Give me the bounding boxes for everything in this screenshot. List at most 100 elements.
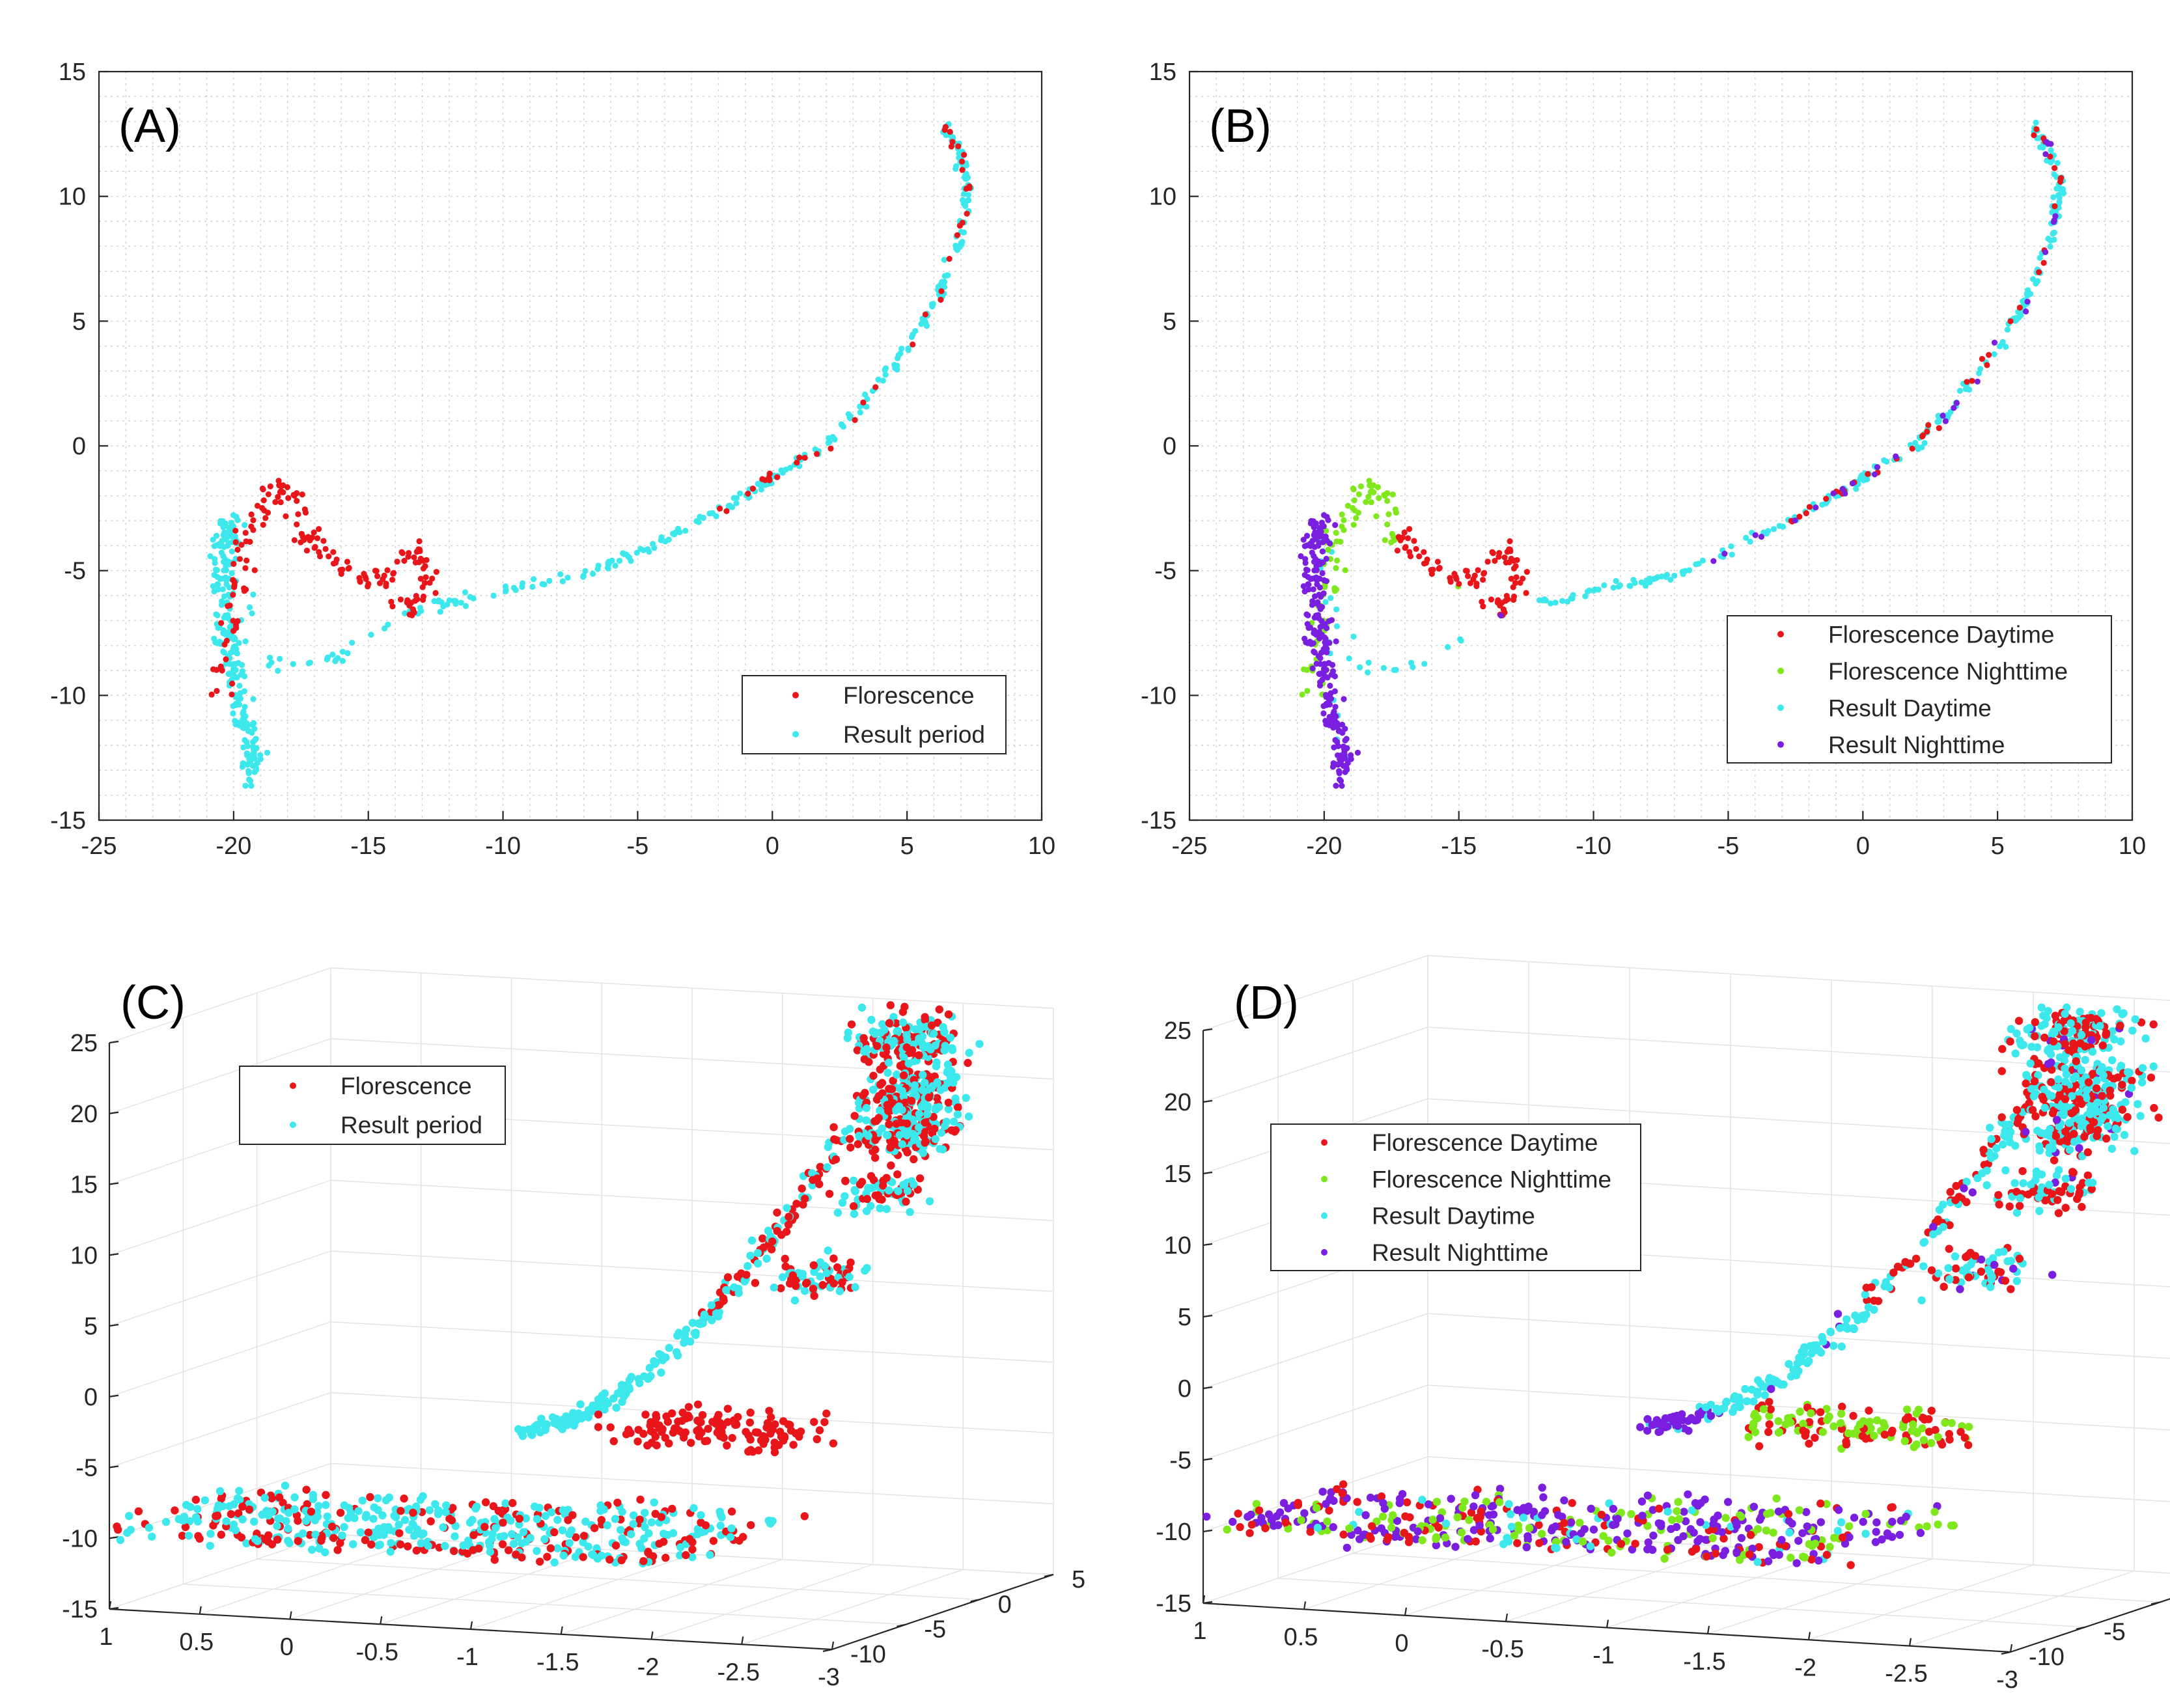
data-point (1701, 1536, 1710, 1544)
data-point (535, 1504, 544, 1512)
data-point (611, 1541, 620, 1550)
data-point (235, 1495, 244, 1504)
x-tick-label: 0 (280, 1634, 294, 1661)
data-point (762, 1254, 771, 1263)
data-point (1674, 1498, 1682, 1506)
data-point (1909, 445, 1915, 452)
data-point (2037, 1003, 2046, 1012)
data-point (358, 1496, 367, 1505)
x-tick-mark (741, 1636, 744, 1645)
data-point (1742, 1397, 1751, 1405)
data-point (1421, 560, 1428, 567)
data-point (605, 1555, 614, 1564)
y-tick-mark (822, 1648, 833, 1653)
data-point (1732, 1548, 1741, 1556)
data-point (1934, 1520, 1942, 1529)
x-tick-label: -3 (818, 1664, 840, 1691)
data-point (320, 1548, 329, 1556)
data-point (1457, 636, 1464, 642)
data-point (847, 413, 854, 419)
data-point (209, 1521, 217, 1530)
data-point (870, 1153, 880, 1162)
data-point (361, 1536, 370, 1545)
data-point (1807, 1555, 1816, 1564)
data-point (2040, 260, 2047, 266)
data-point (902, 1197, 910, 1206)
data-point (650, 1498, 658, 1507)
data-point (2028, 1106, 2037, 1114)
data-point (1315, 612, 1322, 618)
data-point (113, 1525, 122, 1534)
data-point (264, 1531, 273, 1539)
data-point (447, 1516, 456, 1524)
legend-marker (1321, 1248, 1328, 1256)
data-point (1538, 1511, 1546, 1519)
data-point (1367, 489, 1374, 495)
data-point (749, 486, 757, 492)
data-point (1404, 535, 1412, 542)
data-point (1895, 1530, 1904, 1539)
data-point (2012, 1106, 2022, 1114)
data-point (947, 128, 953, 135)
data-point (1837, 1518, 1846, 1526)
data-point (1568, 1498, 1576, 1508)
data-point (512, 586, 519, 594)
data-point (1643, 1491, 1652, 1500)
data-point (1497, 613, 1504, 619)
data-point (2050, 194, 2057, 200)
data-point (238, 1515, 247, 1524)
data-point (885, 1120, 893, 1129)
data-point (387, 1539, 395, 1547)
data-point (242, 522, 248, 529)
z-tick-label: 20 (1164, 1089, 1191, 1116)
x-tick-mark (1303, 1601, 1307, 1610)
data-point (2040, 1020, 2049, 1028)
data-point (735, 1536, 744, 1545)
data-point (652, 1358, 660, 1367)
data-point (1708, 1534, 1717, 1543)
data-point (394, 558, 400, 565)
data-point (1792, 1559, 1801, 1567)
data-point (959, 167, 966, 173)
y-tick-label: 5 (1163, 308, 1176, 335)
data-point (1987, 1276, 1996, 1284)
data-point (467, 594, 473, 600)
data-point (1318, 631, 1325, 638)
data-point (2099, 1071, 2107, 1080)
data-point (2031, 1032, 2039, 1041)
data-point (2048, 1109, 2057, 1118)
data-point (744, 1447, 753, 1456)
data-point (613, 1498, 622, 1507)
data-point (634, 1426, 643, 1434)
data-point (362, 1511, 370, 1519)
data-point (2093, 1127, 2102, 1135)
data-point (311, 1516, 320, 1524)
data-point (2061, 1204, 2070, 1212)
data-point (1945, 1245, 1953, 1253)
data-point (356, 575, 363, 581)
data-point (1872, 1416, 1882, 1425)
data-point (332, 658, 339, 665)
data-point (309, 1494, 318, 1504)
data-point (1505, 1500, 1513, 1508)
data-point (584, 1542, 592, 1551)
data-point (1513, 574, 1520, 581)
data-point (1301, 635, 1308, 642)
data-point (869, 1071, 878, 1080)
data-point (611, 1515, 620, 1523)
data-point (398, 549, 405, 555)
data-point (418, 608, 424, 614)
data-point (223, 631, 229, 638)
data-point (1920, 1237, 1929, 1247)
data-point (862, 1104, 870, 1112)
data-point (2068, 1026, 2077, 1035)
data-point (2147, 1073, 2156, 1082)
data-point (248, 511, 255, 518)
data-point (1792, 517, 1798, 524)
data-point (541, 581, 548, 588)
data-point (727, 1524, 736, 1533)
data-point (2128, 1026, 2137, 1035)
data-point (900, 1098, 910, 1107)
data-point (1373, 513, 1380, 519)
legend-label: Florescence Nighttime (1828, 658, 2068, 685)
